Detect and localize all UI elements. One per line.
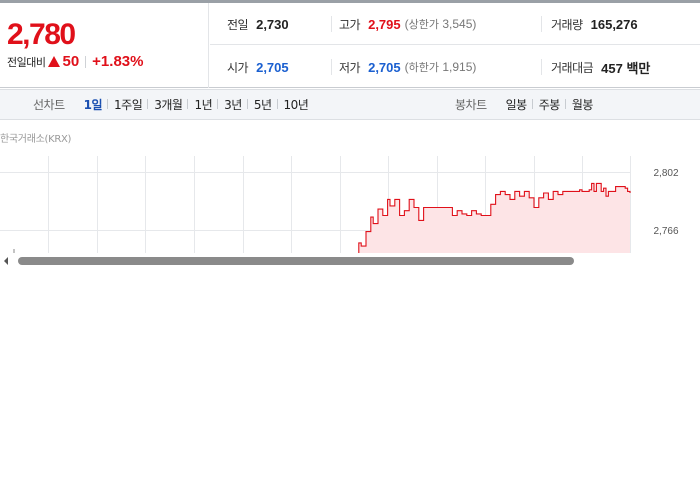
period-1year[interactable]: 1년 <box>187 96 218 113</box>
price-change: 전일대비 50 +1.83% <box>7 53 143 70</box>
quote-label: 고가 <box>339 17 361 32</box>
quote-value: 2,705 <box>368 59 401 75</box>
period-3month[interactable]: 3개월 <box>147 96 188 113</box>
period-10year[interactable]: 10년 <box>276 96 315 113</box>
period-1week[interactable]: 1주일 <box>107 96 148 113</box>
candle-monthly[interactable]: 월봉 <box>564 96 599 113</box>
price-line <box>346 182 631 267</box>
quote-label: 저가 <box>339 60 361 75</box>
scroll-left-arrow-icon[interactable] <box>4 257 8 265</box>
quote-label: 시가 <box>227 60 249 75</box>
change-label: 전일대비 <box>7 55 46 69</box>
quote-value: 165,276 <box>590 16 638 32</box>
quote-volume: 거래량 165,276 <box>541 16 638 32</box>
quote-row-2: 시가 2,705 저가 2,705 (하한가 1,915) 거래대금 457 백… <box>210 46 700 88</box>
upper-limit-value: 3,545 <box>442 17 473 31</box>
quote-open: 시가 2,705 <box>227 46 289 88</box>
period-1day[interactable]: 1일 <box>83 98 103 112</box>
candle-weekly[interactable]: 주봉 <box>531 96 566 113</box>
quote-label: 전일 <box>227 17 249 32</box>
change-value: 50 <box>62 53 80 70</box>
candle-chart-title: 봉차트 <box>455 98 487 112</box>
chart-scrollbar[interactable] <box>0 253 700 268</box>
up-triangle-icon <box>48 56 61 67</box>
quote-value: 457 백만 <box>601 60 651 76</box>
quote-high: 고가 2,795 (상한가 3,545) <box>331 16 476 32</box>
upper-limit-label: 상한가 <box>408 18 440 31</box>
change-divider <box>85 55 87 68</box>
quote-label: 거래대금 <box>551 60 594 75</box>
current-price-box: 2,780 전일대비 50 +1.83% <box>0 3 209 88</box>
chart-source: 한국거래소(KRX) <box>0 134 72 145</box>
price-area <box>346 183 630 267</box>
y-tick-label: 2,802 <box>653 168 678 179</box>
line-chart-periods: 선차트 1일 1주일 3개월 1년 3년 5년 10년 <box>33 90 314 119</box>
quote-trade-amount: 거래대금 457 백만 <box>541 59 651 76</box>
period-3year[interactable]: 3년 <box>217 96 248 113</box>
lower-limit: (하한가 1,915) <box>404 60 477 74</box>
period-5year[interactable]: 5년 <box>246 96 278 113</box>
scrollbar-thumb[interactable] <box>18 257 574 265</box>
quote-label: 거래량 <box>551 17 583 32</box>
quote-low: 저가 2,705 (하한가 1,915) <box>331 59 476 75</box>
top-border <box>0 0 700 3</box>
quote-row-1: 전일 2,730 고가 2,795 (상한가 3,545) 거래량 165,27… <box>210 3 700 45</box>
line-chart-title: 선차트 <box>33 98 65 112</box>
quote-value: 2,705 <box>256 59 289 75</box>
candle-chart-periods: 봉차트 일봉 주봉 월봉 <box>455 90 599 119</box>
change-rate: +1.83% <box>92 53 144 70</box>
quote-value: 2,730 <box>256 16 289 32</box>
chart-period-toolbar: 선차트 1일 1주일 3개월 1년 3년 5년 10년 봉차트 일봉 주봉 월봉 <box>0 89 700 120</box>
quote-value: 2,795 <box>368 16 401 32</box>
lower-limit-value: 1,915 <box>442 60 473 74</box>
quote-prev-close: 전일 2,730 <box>227 3 289 45</box>
current-price: 2,780 <box>7 18 76 51</box>
upper-limit: (상한가 3,545) <box>404 17 477 31</box>
y-tick-label: 2,766 <box>653 226 678 237</box>
lower-limit-label: 하한가 <box>408 61 440 74</box>
price-summary: 2,780 전일대비 50 +1.83% 전일 2,730 고가 2,795 (… <box>0 3 700 88</box>
candle-daily[interactable]: 일봉 <box>505 98 528 112</box>
